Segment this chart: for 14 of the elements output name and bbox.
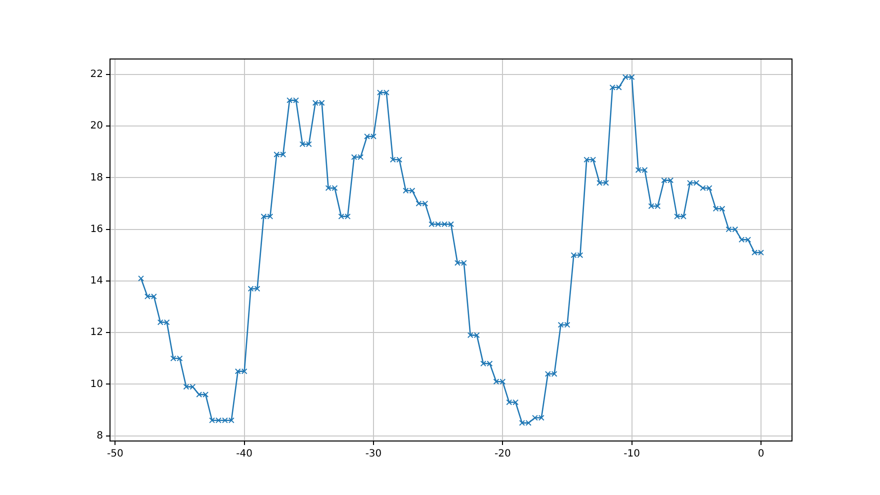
x-tick-label: -30 <box>365 448 382 460</box>
x-tick-label: 0 <box>758 448 764 460</box>
y-tick-label: 20 <box>90 120 103 132</box>
y-tick-label: 18 <box>90 172 103 184</box>
x-tick-label: -10 <box>624 448 640 460</box>
y-tick-label: 10 <box>90 378 103 390</box>
x-tick-label: -20 <box>494 448 511 460</box>
y-tick-label: 12 <box>90 327 103 338</box>
y-tick-label: 16 <box>90 224 103 235</box>
x-tick-label: -50 <box>106 448 124 460</box>
y-tick-label: 8 <box>96 430 103 442</box>
x-tick-label: -40 <box>236 448 253 460</box>
y-tick-label: 14 <box>90 276 103 287</box>
y-tick-label: 22 <box>90 69 103 80</box>
